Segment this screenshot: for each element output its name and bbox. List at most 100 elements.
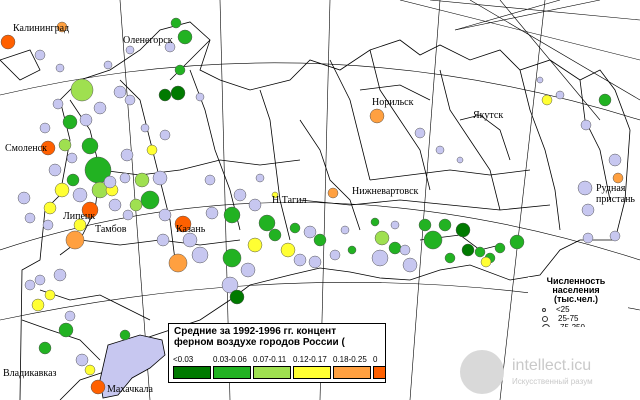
city-marker [119, 172, 131, 184]
legend-bin-label: 0 [373, 355, 378, 364]
city-label-makhachkala: Махачкала [107, 384, 153, 395]
city-marker [399, 244, 411, 256]
city-marker [612, 172, 624, 184]
city-marker [38, 341, 52, 355]
city-marker [174, 215, 192, 233]
legend-bin-label: 0.12-0.17 [293, 355, 327, 364]
city-marker [140, 190, 160, 210]
city-marker [303, 225, 317, 239]
city-marker [456, 156, 464, 164]
city-marker [56, 21, 68, 33]
city-marker [58, 138, 72, 152]
city-marker [581, 203, 595, 217]
city-marker [0, 34, 16, 50]
city-marker [480, 256, 492, 268]
city-label-n-tagil: Н.Тагил [272, 195, 307, 206]
concentration-legend: Средние за 1992-1996 гг. концент ферном … [168, 323, 386, 383]
city-marker [24, 279, 36, 291]
city-marker [223, 206, 241, 224]
city-marker [122, 209, 134, 221]
city-marker [31, 298, 45, 312]
city-marker [152, 170, 168, 186]
city-marker [327, 187, 339, 199]
size-legend-title-line-3: (тыс.чел.) [553, 294, 599, 304]
size-legend-item: 25-75 [542, 314, 578, 323]
city-marker [134, 172, 150, 188]
city-marker [222, 248, 242, 268]
size-legend-item-label: <25 [556, 305, 570, 314]
city-marker [113, 85, 127, 99]
size-legend-title-line-2: населения [552, 285, 600, 295]
watermark-tagline: Искусственный разум [512, 377, 593, 386]
city-marker [17, 191, 31, 205]
size-legend-item-label: 75-250 [560, 323, 585, 327]
size-legend-item: <25 [542, 305, 570, 314]
size-legend-item-label: 25-75 [558, 314, 579, 323]
city-marker [43, 201, 57, 215]
city-marker [240, 262, 256, 278]
legend-bin-label: 0.07-0.11 [253, 355, 287, 364]
city-marker [268, 228, 282, 242]
city-marker [509, 234, 525, 250]
city-marker [271, 191, 279, 199]
watermark-site-name: intellect.icu [512, 357, 592, 374]
city-marker [438, 218, 452, 232]
city-marker [66, 173, 80, 187]
city-marker [81, 137, 99, 155]
city-marker [369, 108, 385, 124]
city-marker [140, 123, 150, 133]
city-marker [64, 310, 76, 322]
city-marker [370, 217, 380, 227]
city-marker [55, 63, 65, 73]
city-marker [108, 198, 122, 212]
city-marker [124, 94, 136, 106]
city-marker [455, 222, 471, 238]
city-marker [582, 232, 594, 244]
city-marker [388, 241, 402, 255]
city-marker [293, 253, 307, 267]
legend-bin-swatch [253, 366, 291, 379]
population-size-legend: Численность населения (тыс.чел.) <25 25-… [528, 277, 628, 327]
city-marker [44, 289, 56, 301]
city-marker [390, 220, 400, 230]
legend-bin-1: <0.03 [173, 355, 213, 379]
city-marker [66, 152, 78, 164]
city-marker [280, 242, 296, 258]
city-marker [608, 153, 622, 167]
city-marker [247, 237, 263, 253]
city-marker [146, 144, 158, 156]
city-marker [329, 249, 341, 261]
legend-title-line-2: ферном воздухе городов России ( [174, 337, 345, 348]
size-legend-item: 75-250 [542, 323, 585, 327]
city-marker [79, 113, 93, 127]
region-borders [0, 21, 631, 400]
city-marker [65, 230, 85, 250]
city-label-nizhnevartovsk: Нижневартовск [352, 186, 419, 197]
city-marker [103, 175, 117, 189]
city-marker [53, 268, 67, 282]
city-marker [103, 60, 113, 70]
city-marker [308, 255, 322, 269]
watermark-logo-icon [460, 350, 504, 394]
city-marker [119, 329, 131, 341]
city-marker [54, 182, 70, 198]
city-marker [40, 140, 56, 156]
site-watermark[interactable]: intellect.icu Искусственный разум [460, 350, 640, 400]
legend-bin-3: 0.07-0.11 [253, 355, 293, 379]
city-marker [580, 119, 592, 131]
city-marker [58, 322, 74, 338]
city-marker [258, 214, 276, 232]
city-marker [159, 129, 171, 141]
city-marker [474, 246, 486, 258]
city-marker [164, 41, 176, 53]
city-marker [347, 245, 357, 255]
city-marker [75, 353, 89, 367]
city-marker [494, 242, 506, 254]
city-marker [34, 49, 46, 61]
legend-bin-swatch [213, 366, 251, 379]
legend-title-line-1: Средние за 1992-1996 гг. концент [174, 326, 337, 337]
city-marker [81, 201, 99, 219]
city-label-norilsk: Норильск [372, 97, 414, 108]
